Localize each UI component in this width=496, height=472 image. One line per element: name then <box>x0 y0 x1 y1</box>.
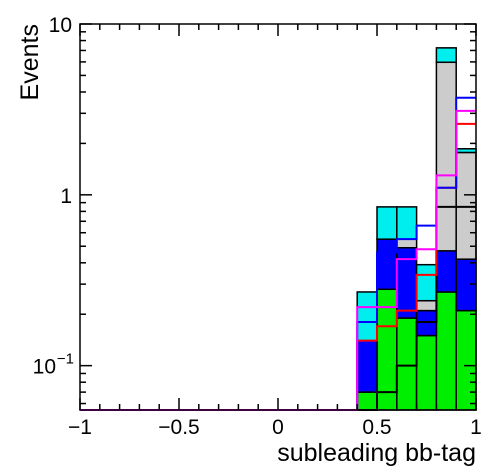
x-tick-label: 0 <box>272 416 284 439</box>
stack-bar <box>415 334 438 411</box>
x-tick-label: 0.5 <box>362 416 391 439</box>
outline-histogram <box>80 96 476 411</box>
y-tick-exponent: −1 <box>57 351 74 368</box>
stack-bar <box>356 391 378 411</box>
outline-histogram <box>80 109 476 411</box>
y-tick-label: 10 <box>49 14 72 37</box>
x-tick-label: −1 <box>68 416 92 439</box>
stack-bar <box>356 339 378 393</box>
stack-bar <box>415 299 438 312</box>
y-axis-title: Events <box>16 24 44 100</box>
stack-bar <box>396 206 418 240</box>
stack-bar <box>356 291 378 342</box>
stack-bar <box>415 309 438 337</box>
stack-bar <box>415 263 438 302</box>
stack-bar <box>455 148 477 154</box>
stack-bar <box>376 206 398 240</box>
stack-bar <box>396 317 418 411</box>
stack-bar <box>435 291 457 411</box>
stack-bar <box>435 47 457 64</box>
stack-bar <box>435 61 457 252</box>
y-tick-label: 1 <box>60 185 72 208</box>
y-tick-label: 10 <box>33 356 56 379</box>
stack-bar <box>396 238 418 249</box>
x-tick-label: −0.5 <box>158 416 199 439</box>
x-axis-title: subleading bb-tag <box>277 439 476 467</box>
x-tick-label: 1 <box>470 416 482 439</box>
outline-histograms <box>80 96 476 411</box>
stack-bar <box>435 250 457 293</box>
stack-bar <box>455 151 477 260</box>
stack-bar <box>376 238 398 291</box>
stack-bar <box>455 309 477 411</box>
